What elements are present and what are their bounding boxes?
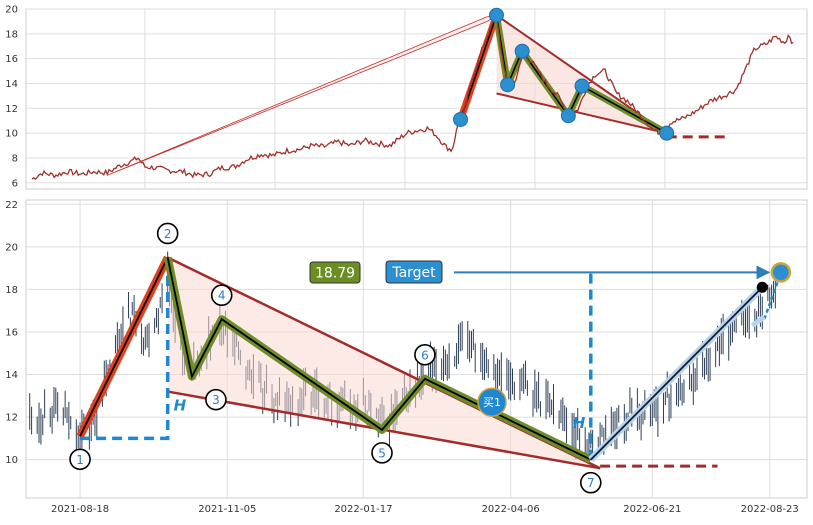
detail-point-badge — [69, 448, 91, 471]
detail-x-tick-label: 2021-11-05 — [198, 504, 256, 515]
detail-target-label: Target — [391, 265, 436, 281]
detail-y-tick-label: 20 — [5, 242, 18, 253]
detail-price-label-box — [309, 261, 361, 284]
detail-point-badge — [579, 471, 602, 494]
detail-height-marker — [80, 257, 170, 441]
overview-plot-area — [25, 8, 808, 190]
overview-pattern-vertex-dot — [560, 108, 576, 124]
overview-y-ticks: 6 8 10 12 14 16 18 20 — [5, 5, 18, 190]
detail-point-label: 6 — [421, 348, 429, 362]
overview-y-tick-label: 8 — [12, 153, 18, 164]
detail-target-label-box — [385, 260, 443, 284]
detail-x-tick-label: 2021-08-18 — [51, 504, 109, 515]
detail-y-tick-label: 14 — [5, 370, 18, 381]
detail-rise-line — [590, 286, 763, 461]
detail-point-badge — [210, 284, 233, 307]
detail-y-ticks: 10 12 14 16 18 20 22 — [5, 200, 18, 466]
detail-point-label: 4 — [218, 289, 226, 303]
overview-y-tick-label: 20 — [5, 5, 18, 16]
detail-x-tick-label: 2022-06-21 — [623, 504, 681, 515]
detail-point-label: 7 — [587, 476, 595, 490]
detail-y-tick-label: 16 — [5, 327, 18, 338]
detail-entry-label: H — [573, 414, 586, 432]
detail-point-labels: 1 2 3 4 5 6 7 — [69, 222, 602, 494]
overview-y-tick-label: 6 — [12, 178, 18, 189]
overview-pattern-vertex-dot — [659, 125, 675, 141]
overview-y-tick-label: 16 — [5, 54, 18, 65]
overview-pattern-vertex-dot — [453, 111, 469, 127]
detail-point-badge — [414, 343, 436, 366]
detail-point-badge — [205, 388, 227, 411]
detail-x-tick-label: 2022-01-17 — [334, 504, 392, 515]
detail-point-label: 2 — [164, 227, 172, 241]
detail-target-point — [770, 262, 792, 283]
overview-pattern-vertex-dot — [488, 7, 504, 23]
detail-x-tick-label: 2022-04-06 — [482, 504, 540, 515]
overview-pattern-vertex-dot — [574, 78, 590, 94]
overview-y-tick-label: 14 — [5, 79, 18, 90]
detail-x-ticks: 2021-08-18 2021-11-05 2022-01-17 2022-04-06… — [51, 504, 799, 515]
detail-point-label: 5 — [378, 446, 386, 460]
overview-pattern-vertex-dot — [514, 43, 530, 59]
detail-leg-impulse-core — [79, 257, 169, 437]
detail-y-tick-label: 22 — [5, 200, 18, 211]
detail-leg-pattern-core — [166, 257, 592, 461]
detail-height-label: H — [174, 397, 187, 415]
detail-target-shade — [750, 315, 766, 328]
detail-point-label: 3 — [212, 393, 220, 407]
detail-point-badge — [371, 442, 393, 464]
detail-pattern-overlay: H H 18.79 Target 买1 — [76, 255, 792, 470]
overview-y-tick-label: 10 — [5, 129, 18, 140]
overview-pattern-vertex-dot — [500, 77, 516, 93]
detail-point-label: 1 — [76, 453, 84, 467]
overview-y-tick-label: 18 — [5, 29, 18, 40]
overview-pattern-dots — [453, 7, 675, 141]
detail-y-tick-label: 12 — [5, 413, 18, 424]
detail-y-tick-label: 10 — [5, 455, 18, 466]
detail-x-tick-label: 2022-08-23 — [741, 504, 799, 515]
detail-buy-label: 买1 — [483, 396, 501, 409]
detail-recent-high-dot — [756, 281, 768, 293]
detail-target-dashed-link — [763, 277, 781, 320]
detail-point-badge — [156, 222, 179, 245]
detail-y-tick-label: 18 — [5, 285, 18, 296]
detail-price-label: 18.79 — [315, 266, 355, 282]
detail-buy-marker — [477, 387, 507, 417]
overview-grid — [26, 8, 807, 189]
overview-lower-trendline — [496, 92, 667, 135]
overview-panel: 6 8 10 12 14 16 18 20 — [5, 5, 808, 190]
overview-y-tick-label: 12 — [5, 104, 18, 115]
